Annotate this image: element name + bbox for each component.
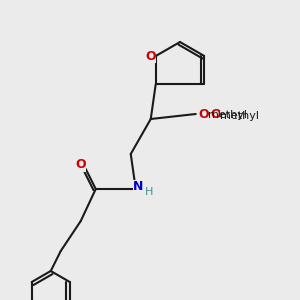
Text: O: O (146, 50, 156, 62)
Text: O: O (199, 107, 209, 121)
Text: H: H (145, 187, 153, 197)
Text: methyl: methyl (220, 111, 259, 121)
Text: O: O (211, 107, 221, 121)
Text: methyl: methyl (208, 110, 247, 120)
Text: O: O (75, 158, 86, 172)
Text: N: N (133, 179, 143, 193)
